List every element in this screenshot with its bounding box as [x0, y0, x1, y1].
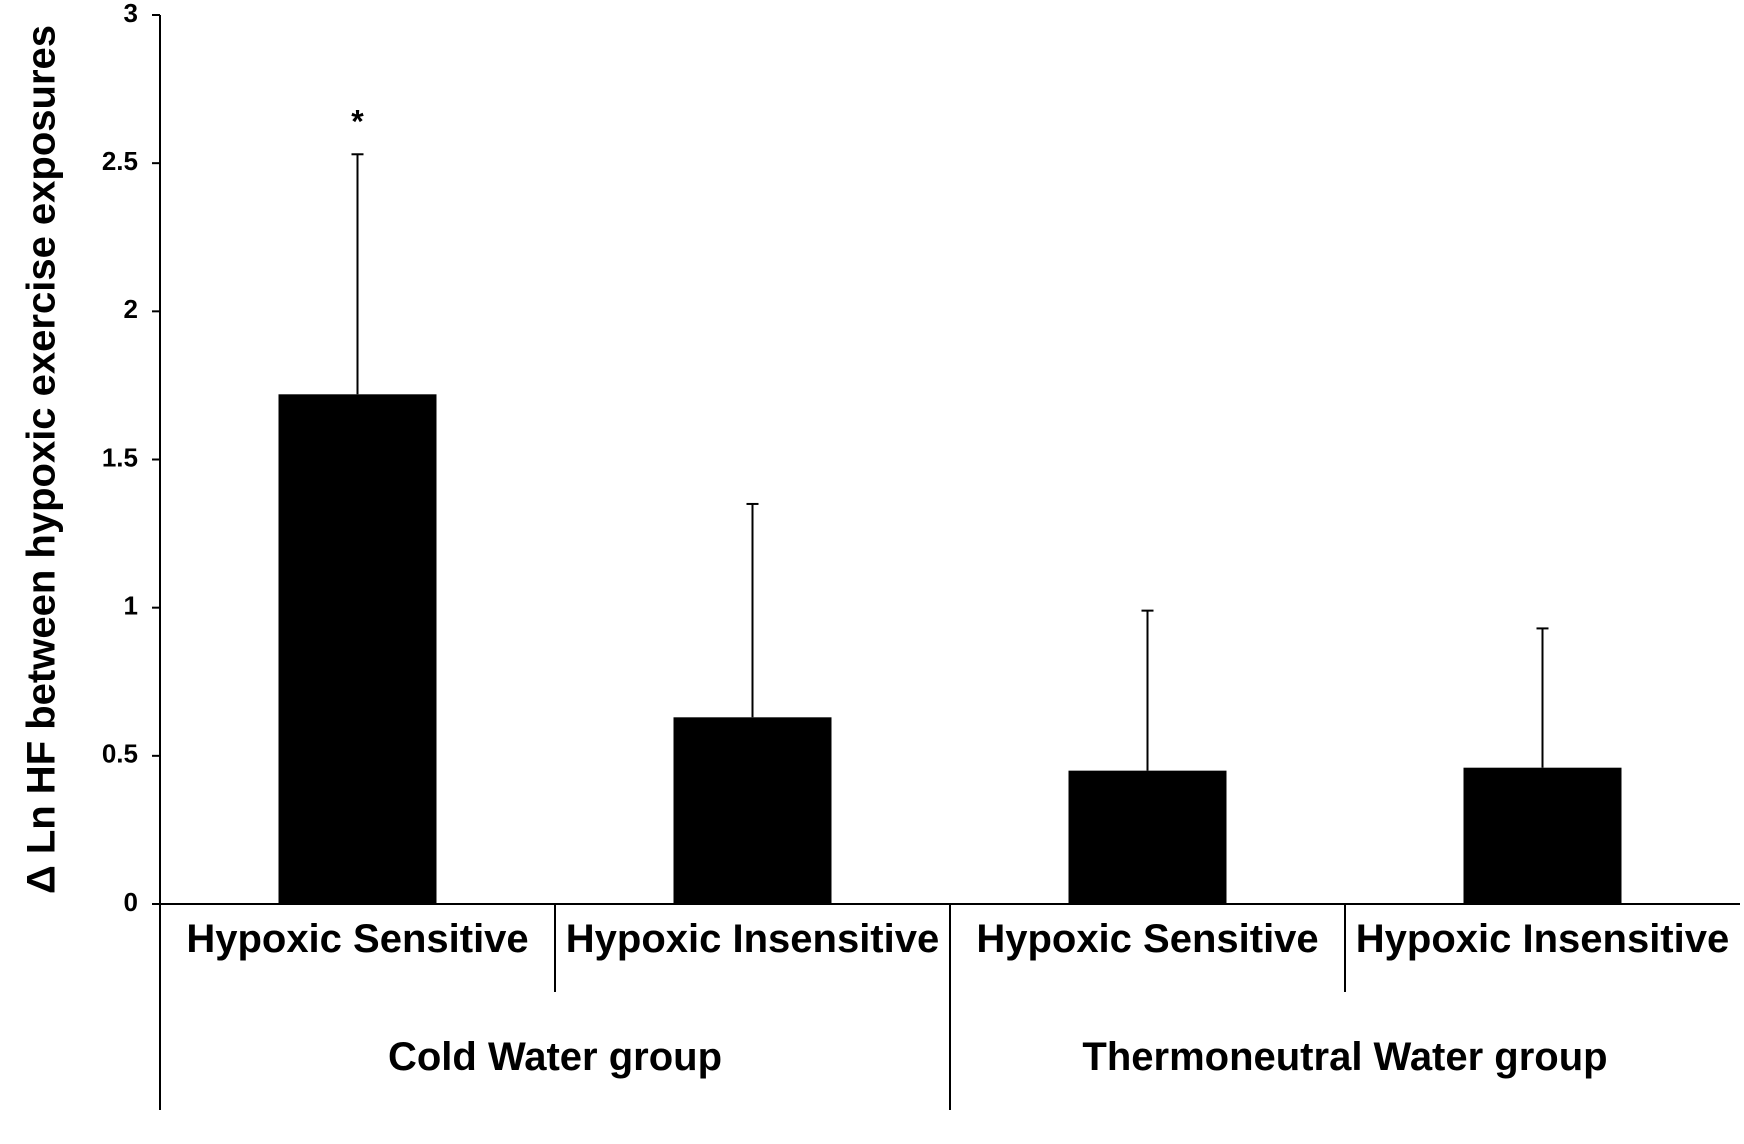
error-bars — [351, 153, 1549, 771]
bar — [1463, 767, 1622, 904]
group-labels: Cold Water group Thermoneutral Water grou… — [388, 1035, 1608, 1079]
bar — [278, 394, 437, 904]
bar — [673, 717, 832, 904]
bar — [1068, 770, 1227, 904]
y-tick-label: 3 — [124, 0, 138, 28]
y-tick-label: 1.5 — [102, 442, 138, 472]
category-label: Hypoxic Sensitive — [186, 917, 528, 961]
y-tick-label: 0.5 — [102, 739, 138, 769]
category-label: Hypoxic Insensitive — [566, 917, 939, 961]
group-label: Cold Water group — [388, 1035, 722, 1079]
group-label: Thermoneutral Water group — [1082, 1035, 1607, 1079]
category-label: Hypoxic Insensitive — [1356, 917, 1729, 961]
significance-asterisk: * — [351, 103, 364, 139]
category-label: Hypoxic Sensitive — [976, 917, 1318, 961]
annotations: * — [351, 103, 364, 139]
y-tick-label: 2 — [124, 294, 138, 324]
y-axis-title: Δ Ln HF between hypoxic exercise exposur… — [20, 25, 64, 894]
y-tick-label: 2.5 — [102, 146, 138, 176]
y-tick-label: 1 — [124, 591, 138, 621]
y-tick-label: 0 — [124, 887, 138, 917]
bars — [278, 394, 1622, 904]
y-ticks: 0 0.5 1 1.5 2 2.5 3 — [102, 0, 160, 917]
category-labels: Hypoxic Sensitive Hypoxic Insensitive Hypo… — [186, 917, 1729, 961]
